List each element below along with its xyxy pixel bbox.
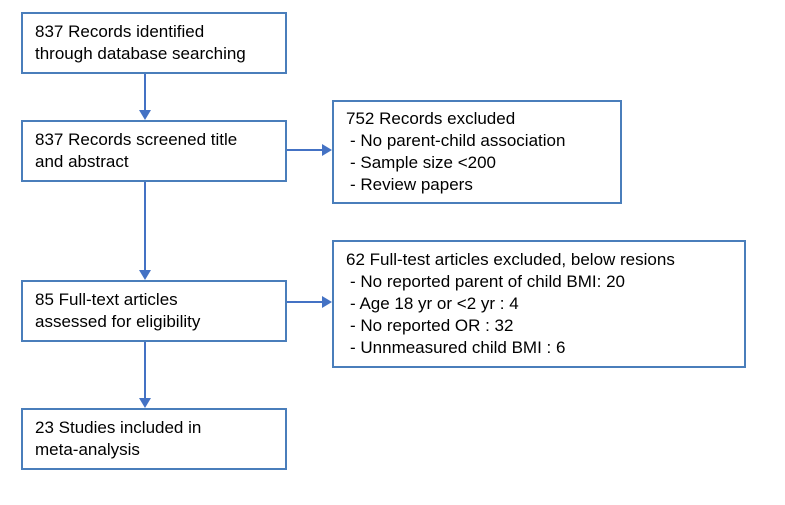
arrow-line xyxy=(144,342,146,398)
arrow-head-right-icon xyxy=(322,144,332,156)
arrow-line xyxy=(144,74,146,110)
arrow-line xyxy=(287,301,322,303)
node-text: 837 Records screened title xyxy=(35,129,273,151)
node-text: through database searching xyxy=(35,43,273,65)
node-excluded-records: 752 Records excluded - No parent-child a… xyxy=(332,100,622,204)
exclusion-reason: - Sample size <200 xyxy=(350,152,608,174)
exclusion-reason: - Review papers xyxy=(350,174,608,196)
exclusion-reason: - Unnmeasured child BMI : 6 xyxy=(350,337,732,359)
node-text: 23 Studies included in xyxy=(35,417,273,439)
arrow-line xyxy=(144,182,146,270)
arrow-head-down-icon xyxy=(139,270,151,280)
prisma-flowchart: 837 Records identified through database … xyxy=(0,0,785,505)
node-screened: 837 Records screened title and abstract xyxy=(21,120,287,182)
node-text: and abstract xyxy=(35,151,273,173)
node-fulltext: 85 Full-text articles assessed for eligi… xyxy=(21,280,287,342)
node-text: 85 Full-text articles xyxy=(35,289,273,311)
node-header: 62 Full-test articles excluded, below re… xyxy=(346,249,732,271)
exclusion-reason: - Age 18 yr or <2 yr : 4 xyxy=(350,293,732,315)
exclusion-reasons-list: - No parent-child association - Sample s… xyxy=(350,130,608,196)
exclusion-reason: - No parent-child association xyxy=(350,130,608,152)
node-header: 752 Records excluded xyxy=(346,108,608,130)
node-excluded-fulltext: 62 Full-test articles excluded, below re… xyxy=(332,240,746,368)
arrow-line xyxy=(287,149,322,151)
node-text: 837 Records identified xyxy=(35,21,273,43)
exclusion-reason: - No reported OR : 32 xyxy=(350,315,732,337)
node-text: meta-analysis xyxy=(35,439,273,461)
exclusion-reason: - No reported parent of child BMI: 20 xyxy=(350,271,732,293)
exclusion-reasons-list: - No reported parent of child BMI: 20 - … xyxy=(350,271,732,359)
arrow-head-right-icon xyxy=(322,296,332,308)
node-text: assessed for eligibility xyxy=(35,311,273,333)
arrow-head-down-icon xyxy=(139,110,151,120)
arrow-head-down-icon xyxy=(139,398,151,408)
node-included: 23 Studies included in meta-analysis xyxy=(21,408,287,470)
node-identified: 837 Records identified through database … xyxy=(21,12,287,74)
